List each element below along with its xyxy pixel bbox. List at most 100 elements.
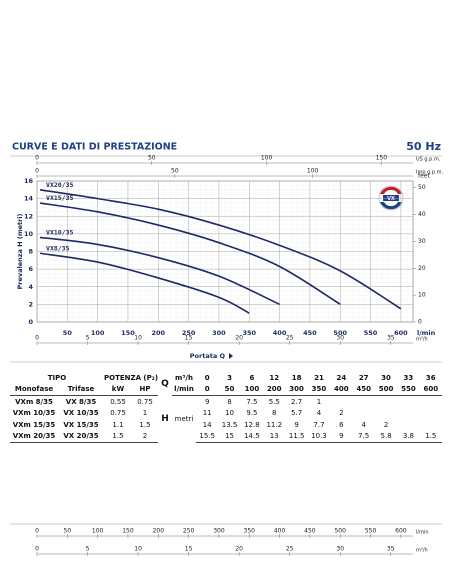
table-cell: 4 [316,409,322,418]
aux-tick-label: 15 [185,335,193,342]
table-cell: VXm 15/35 [12,420,56,429]
table-cell: 6 [339,420,344,429]
table-cell: 13 [263,430,286,443]
table-cell [330,396,352,408]
aux-tick-label: 0 [35,546,39,553]
table-cell: 1 [142,409,148,418]
curve [39,236,280,306]
table-cell: 8 [227,397,232,406]
aux-tick-label: 50 [64,528,72,535]
table-cell: VXm 8/35 [15,397,53,406]
aux-tick-label: 100 [307,168,319,175]
aux-axis-title: Imp g.p.m. [416,170,444,176]
y-tick-label: 12 [24,212,33,220]
table-row: VXm 20/35 VX 20/35 1.5 2 15.5 15 14.5 13 11.5 10.… [10,430,442,443]
table-cell [420,419,442,431]
table-cell: VXm 10/35 [12,409,56,418]
table-cell: 1.5 [139,420,151,429]
aux-tick-label: 35 [387,546,395,553]
x-tick-label: 100 [91,329,105,337]
header-cell: Q [161,378,169,389]
aux-tick-label: 150 [122,528,134,535]
frequency: 50 Hz [406,140,441,153]
aux-tick-label: 500 [334,528,346,535]
x-tick-label: 600 [394,329,408,337]
aux-tick-label: 30 [336,546,344,553]
table-cell: 600 [419,383,442,396]
table-cell: 30 [381,373,391,382]
curve-label: VX10/35 [46,228,73,236]
table-cell: 0.55 [110,397,126,406]
table-cell: 13.5 [221,420,238,429]
x-tick-label: 550 [364,329,378,337]
aux-tick-label: 15 [185,546,193,553]
table-cell: 6 [249,373,255,382]
table-cell: 5.7 [291,409,303,418]
y2-tick-label: 20 [418,265,426,272]
aux-tick-label: 100 [92,528,104,535]
table-cell: 500 [374,383,398,396]
aux-tick-label: 10 [134,335,142,342]
aux-tick-label: 25 [286,546,294,553]
table-row: VXm 10/35 VX 10/35 0.75 1 11 10 9.5 8 5.7 4 2 [10,408,442,420]
aux-axis-title: l/min [416,530,429,536]
x-tick-label: 350 [242,329,256,337]
table-cell: 450 [352,383,375,396]
table-cell: 200 [263,383,286,396]
y-tick-label: 6 [28,265,33,273]
table-cell: 24 [336,373,347,382]
y-tick-label: 10 [24,230,34,238]
table-cell: 2 [132,430,158,443]
table-cell: 7.5 [352,430,375,443]
curve [39,189,402,310]
table-cell: 1.5 [419,430,442,443]
curve-label: VX20/35 [46,181,73,189]
aux-tick-label: 30 [336,335,344,342]
y2-tick-label: 30 [418,238,426,245]
table-cell: 9 [294,420,299,429]
y-tick-label: 14 [24,195,34,203]
header-cell: Monofase [10,383,58,396]
header-cell: POTENZA (P₂) [104,373,158,382]
table-cell: VX 20/35 [58,430,104,443]
x-tick-label: 400 [273,329,287,337]
table-cell: 3 [227,373,232,382]
table-cell: 50 [218,383,241,396]
table-cell: 4 [361,420,366,429]
table-cell: 12 [269,373,280,382]
table-cell: 27 [358,373,369,382]
table-cell: 0 [196,383,219,396]
x-unit: l/min [417,329,436,337]
x-tick-label: 450 [303,329,317,337]
table-cell: 9 [330,430,353,443]
table-cell [375,408,397,420]
table-cell: 3.8 [397,430,420,443]
y-tick-label: 0 [28,318,33,326]
aux-tick-label: 300 [213,528,225,535]
header-cell: H [161,414,169,424]
aux-tick-label: 10 [134,546,142,553]
x-tick-label: 300 [212,329,226,337]
table-cell: 21 [314,373,324,382]
table-cell: 1.1 [112,420,124,429]
table-cell: 7.7 [313,420,325,429]
header-cell: TIPO [47,373,67,382]
table-cell: 0.75 [110,409,126,418]
arrow [229,353,233,359]
aux-tick-label: 25 [286,335,294,342]
header-cell: HP [132,383,158,396]
aux-tick-label: 150 [376,155,388,162]
table-cell: 5.5 [268,397,280,406]
aux-axis-title: m³/h [416,337,428,343]
table-cell: 100 [240,383,264,396]
table-cell: 33 [403,373,414,382]
header-cell: l/min [172,383,196,396]
table-cell: 11.2 [266,420,283,429]
aux-tick-label: 20 [235,335,243,342]
table-cell: 2.7 [291,397,303,406]
table-cell [353,408,375,420]
